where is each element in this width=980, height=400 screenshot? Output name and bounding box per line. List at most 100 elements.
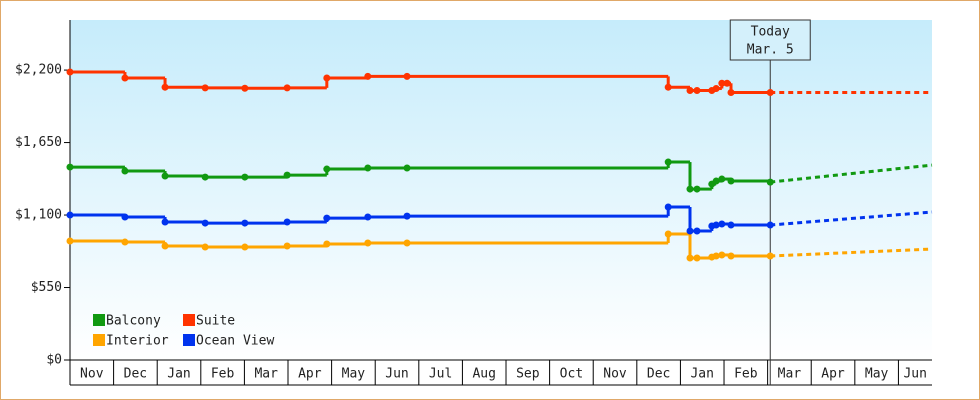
legend-label: Balcony (106, 314, 161, 329)
x-tick-label: Jan (690, 367, 713, 382)
forecast-line (770, 163, 933, 184)
price-point (241, 84, 249, 92)
price-point (686, 254, 694, 262)
price-point (712, 85, 720, 93)
today-box (729, 19, 811, 61)
price-point (686, 227, 694, 235)
x-tick-label: Aug (472, 367, 495, 382)
price-point (364, 164, 372, 172)
price-point (693, 185, 701, 193)
x-tick-label: May (342, 367, 366, 382)
legend-label: Ocean View (196, 334, 274, 349)
price-point (161, 242, 169, 250)
price-point (283, 218, 291, 226)
price-point (66, 211, 74, 219)
price-point (727, 88, 735, 96)
legend-swatch (183, 314, 195, 326)
price-point (161, 83, 169, 91)
legend-label: Suite (196, 314, 235, 329)
price-point (161, 218, 169, 226)
price-point (693, 227, 701, 235)
price-point (712, 252, 720, 260)
price-point (66, 163, 74, 171)
price-point (323, 214, 331, 222)
price-point (727, 221, 735, 229)
price-point (723, 79, 731, 87)
price-point (283, 171, 291, 179)
price-point (718, 220, 726, 228)
price-point (364, 239, 372, 247)
price-point (323, 74, 331, 82)
x-tick-label: Jun (385, 367, 408, 382)
legend-swatch (183, 334, 195, 346)
y-tick-label: $1,100 (15, 208, 62, 223)
price-point (693, 87, 701, 95)
price-point (718, 79, 726, 87)
x-tick-label: Feb (734, 367, 758, 382)
x-tick-label: Jul (429, 367, 452, 382)
price-point (712, 177, 720, 185)
price-point (323, 240, 331, 248)
price-point (121, 238, 129, 246)
price-point (727, 252, 735, 260)
price-point (201, 243, 209, 251)
price-point (403, 239, 411, 247)
x-tick-label: Apr (821, 367, 845, 382)
price-point (664, 158, 672, 166)
price-point (66, 68, 74, 76)
y-tick-label: $2,200 (15, 63, 62, 78)
forecast-line (770, 210, 933, 227)
price-point (364, 72, 372, 80)
price-point (686, 87, 694, 95)
price-point (201, 219, 209, 227)
price-point (121, 167, 129, 175)
price-point (241, 243, 249, 251)
price-point (283, 84, 291, 92)
price-point (403, 72, 411, 80)
legend-swatch (93, 334, 105, 346)
x-tick-label: Nov (80, 367, 104, 382)
x-tick-label: Dec (124, 367, 147, 382)
y-tick-label: $1,650 (15, 135, 62, 150)
price-point (727, 177, 735, 185)
y-tick-label: $550 (31, 280, 62, 295)
price-point (686, 185, 694, 193)
x-tick-label: Apr (298, 367, 322, 382)
legend-label: Interior (106, 334, 169, 349)
price-point (323, 165, 331, 173)
price-point (693, 254, 701, 262)
x-tick-label: Sep (516, 367, 540, 382)
today-label: Mar. 5 (747, 43, 794, 58)
x-tick-label: Dec (647, 367, 670, 382)
price-point (283, 242, 291, 250)
legend-swatch (93, 314, 105, 326)
price-point (161, 172, 169, 180)
plot-area (70, 20, 932, 360)
x-tick-label: Oct (560, 367, 583, 382)
price-point (403, 212, 411, 220)
x-tick-label: Jan (167, 367, 190, 382)
today-label: Today (751, 25, 790, 40)
price-point (718, 251, 726, 259)
price-point (121, 74, 129, 82)
price-point (664, 230, 672, 238)
price-point (364, 213, 372, 221)
x-tick-label: Feb (211, 367, 235, 382)
price-point (241, 219, 249, 227)
price-point (201, 84, 209, 92)
price-point (201, 173, 209, 181)
price-point (241, 173, 249, 181)
price-point (121, 213, 129, 221)
x-tick-label: Mar (254, 367, 278, 382)
price-point (66, 237, 74, 245)
x-tick-label: Nov (603, 367, 627, 382)
x-tick-label: May (865, 367, 889, 382)
x-tick-label: Jun (903, 367, 926, 382)
x-tick-label: Mar (778, 367, 802, 382)
price-point (712, 221, 720, 229)
price-point (718, 175, 726, 183)
y-tick-label: $0 (46, 353, 62, 368)
price-point (664, 203, 672, 211)
price-point (403, 164, 411, 172)
